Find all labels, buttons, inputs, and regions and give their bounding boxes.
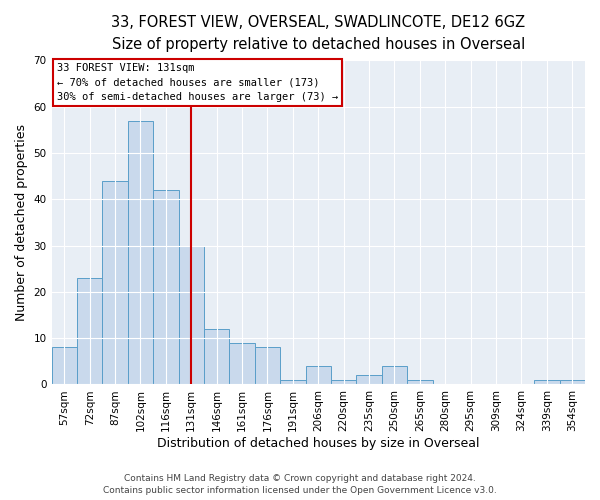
Title: 33, FOREST VIEW, OVERSEAL, SWADLINCOTE, DE12 6GZ
Size of property relative to de: 33, FOREST VIEW, OVERSEAL, SWADLINCOTE, … bbox=[111, 15, 526, 52]
Bar bbox=[153, 190, 179, 384]
Bar bbox=[229, 343, 255, 384]
Bar bbox=[331, 380, 356, 384]
Text: 33 FOREST VIEW: 131sqm
← 70% of detached houses are smaller (173)
30% of semi-de: 33 FOREST VIEW: 131sqm ← 70% of detached… bbox=[56, 62, 338, 102]
Bar bbox=[305, 366, 331, 384]
Text: Contains HM Land Registry data © Crown copyright and database right 2024.
Contai: Contains HM Land Registry data © Crown c… bbox=[103, 474, 497, 495]
Bar bbox=[356, 375, 382, 384]
Bar bbox=[280, 380, 305, 384]
Bar bbox=[534, 380, 560, 384]
Bar bbox=[560, 380, 585, 384]
Bar bbox=[77, 278, 103, 384]
X-axis label: Distribution of detached houses by size in Overseal: Distribution of detached houses by size … bbox=[157, 437, 479, 450]
Y-axis label: Number of detached properties: Number of detached properties bbox=[15, 124, 28, 321]
Bar bbox=[52, 348, 77, 385]
Bar bbox=[179, 246, 204, 384]
Bar bbox=[382, 366, 407, 384]
Bar bbox=[255, 348, 280, 385]
Bar bbox=[204, 329, 229, 384]
Bar bbox=[103, 180, 128, 384]
Bar bbox=[128, 120, 153, 384]
Bar bbox=[407, 380, 433, 384]
